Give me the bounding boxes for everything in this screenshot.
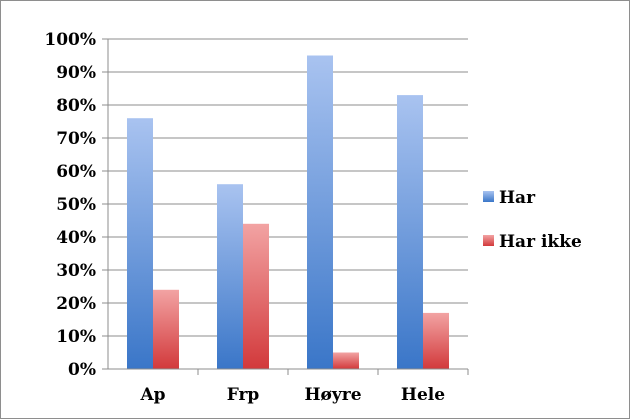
x-tick-label: Hele — [401, 385, 445, 405]
y-tick-label: 40% — [56, 228, 96, 248]
y-tick-label: 90% — [56, 63, 96, 83]
bar-har-ikke-ap — [153, 289, 179, 369]
bar-har-ikke-frp — [243, 223, 269, 369]
legend-label-har-ikke: Har ikke — [499, 232, 582, 252]
bar-har-hele — [397, 95, 423, 369]
x-axis-tick-labels: Ap Frp Høyre Hele — [139, 385, 445, 405]
legend-swatch-har-ikke — [483, 235, 494, 246]
bar-har-høyre — [307, 55, 333, 369]
y-tick-label: 70% — [56, 129, 96, 149]
bar-har-ikke-høyre — [333, 352, 359, 369]
y-axis-tick-labels: 0% 10% 20% 30% 40% 50% 60% 70% 80% 90% 100% — [44, 30, 96, 380]
x-tick-label: Høyre — [304, 385, 361, 405]
bar-har-frp — [217, 184, 243, 369]
axes — [102, 38, 469, 375]
bar-har-ap — [127, 118, 153, 369]
bars — [127, 55, 449, 369]
x-tick-label: Ap — [139, 385, 165, 405]
y-tick-label: 80% — [56, 96, 96, 116]
y-tick-label: 0% — [68, 360, 96, 380]
y-tick-label: 100% — [44, 30, 96, 50]
y-tick-label: 60% — [56, 162, 96, 182]
y-tick-label: 50% — [56, 195, 96, 215]
y-tick-label: 30% — [56, 261, 96, 281]
y-tick-label: 20% — [56, 294, 96, 314]
x-tick-label: Frp — [227, 385, 260, 405]
legend: Har Har ikke — [483, 188, 582, 252]
bar-har-ikke-hele — [423, 312, 449, 369]
y-tick-label: 10% — [56, 327, 96, 347]
legend-label-har: Har — [499, 188, 536, 208]
legend-swatch-har — [483, 191, 494, 202]
